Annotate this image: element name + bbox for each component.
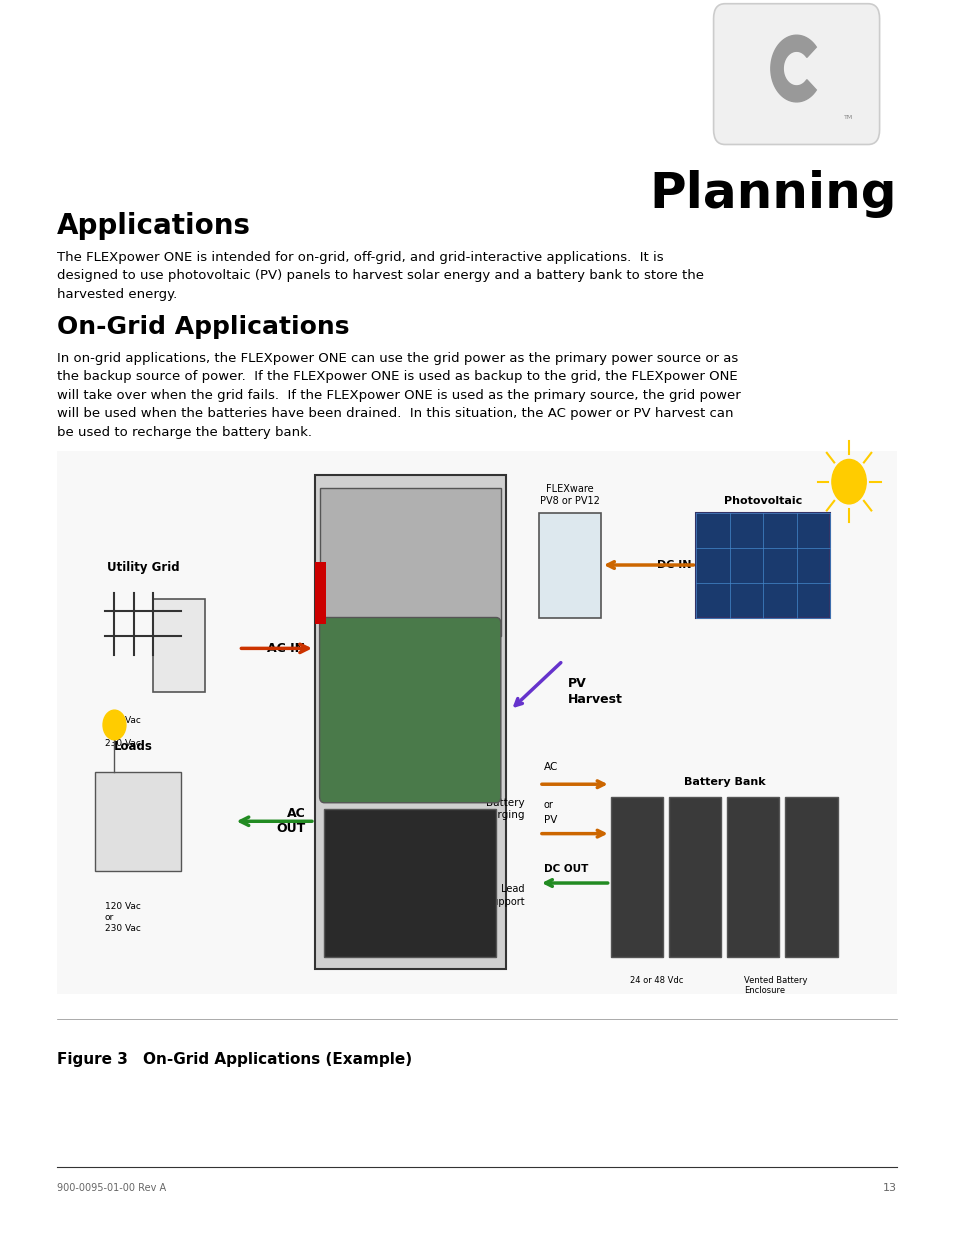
Text: AC: AC [543, 762, 558, 772]
FancyBboxPatch shape [610, 797, 662, 957]
Text: 900-0095-01-00 Rev A: 900-0095-01-00 Rev A [57, 1183, 166, 1193]
FancyBboxPatch shape [784, 797, 837, 957]
Polygon shape [770, 36, 816, 101]
Text: Lead
Support: Lead Support [486, 884, 524, 906]
Text: Battery
Charging: Battery Charging [476, 798, 524, 820]
Text: PV: PV [543, 815, 557, 825]
FancyBboxPatch shape [324, 809, 496, 957]
FancyBboxPatch shape [95, 772, 181, 871]
Text: or: or [543, 800, 553, 810]
Text: AC IN: AC IN [267, 642, 305, 655]
Text: Vented Battery
Enclosure: Vented Battery Enclosure [743, 976, 807, 995]
FancyBboxPatch shape [314, 475, 505, 969]
Text: 120 Vac
or
230 Vac: 120 Vac or 230 Vac [105, 716, 141, 747]
FancyBboxPatch shape [713, 4, 879, 144]
Text: DC OUT: DC OUT [543, 864, 588, 874]
Text: Battery Bank: Battery Bank [683, 777, 765, 787]
Text: 24 or 48 Vdc: 24 or 48 Vdc [629, 976, 682, 984]
Text: PV
Harvest: PV Harvest [567, 677, 622, 706]
Text: The FLEXpower ONE is intended for on-grid, off-grid, and grid-interactive applic: The FLEXpower ONE is intended for on-gri… [57, 251, 703, 300]
FancyBboxPatch shape [668, 797, 720, 957]
Text: Photovoltaic: Photovoltaic [723, 496, 801, 506]
Text: On-Grid Applications (Example): On-Grid Applications (Example) [143, 1052, 412, 1067]
Text: Applications: Applications [57, 212, 251, 241]
FancyBboxPatch shape [314, 562, 326, 624]
Text: FLEXware
PV8 or PV12: FLEXware PV8 or PV12 [539, 484, 599, 506]
FancyBboxPatch shape [726, 797, 779, 957]
FancyBboxPatch shape [57, 451, 896, 994]
Text: DC IN: DC IN [657, 559, 691, 571]
FancyBboxPatch shape [319, 618, 500, 803]
Text: In on-grid applications, the FLEXpower ONE can use the grid power as the primary: In on-grid applications, the FLEXpower O… [57, 352, 740, 438]
Text: TM: TM [842, 115, 852, 120]
Text: 120 Vac
or
230 Vac: 120 Vac or 230 Vac [105, 902, 141, 932]
FancyBboxPatch shape [319, 488, 500, 636]
FancyBboxPatch shape [538, 513, 600, 618]
Text: AC
OUT: AC OUT [275, 808, 305, 835]
Text: Planning: Planning [648, 170, 896, 219]
Text: Loads: Loads [114, 740, 152, 753]
Text: On-Grid Applications: On-Grid Applications [57, 315, 350, 338]
Text: Figure 3: Figure 3 [57, 1052, 128, 1067]
Circle shape [831, 459, 865, 504]
FancyBboxPatch shape [696, 513, 829, 618]
Text: 13: 13 [882, 1183, 896, 1193]
FancyBboxPatch shape [152, 599, 205, 692]
Text: Utility Grid: Utility Grid [107, 561, 179, 574]
Text: PV: PV [562, 559, 577, 571]
Circle shape [103, 710, 126, 740]
